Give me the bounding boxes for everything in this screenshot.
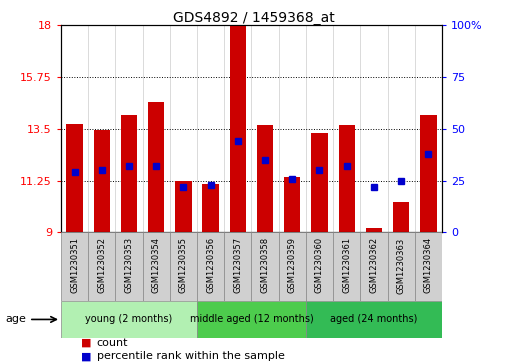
- Text: GSM1230361: GSM1230361: [342, 237, 351, 294]
- Text: GSM1230362: GSM1230362: [369, 237, 378, 294]
- Bar: [393, 203, 409, 232]
- Bar: [61, 232, 88, 301]
- Bar: [388, 232, 415, 301]
- Text: count: count: [97, 338, 128, 348]
- Text: age: age: [5, 314, 26, 325]
- Text: percentile rank within the sample: percentile rank within the sample: [97, 351, 284, 362]
- Bar: [306, 301, 442, 338]
- Bar: [360, 232, 388, 301]
- Text: GSM1230356: GSM1230356: [206, 237, 215, 294]
- Bar: [415, 232, 442, 301]
- Text: GSM1230358: GSM1230358: [261, 237, 270, 294]
- Bar: [143, 232, 170, 301]
- Bar: [88, 232, 115, 301]
- Text: GSM1230352: GSM1230352: [97, 237, 106, 293]
- Bar: [224, 232, 251, 301]
- Text: GSM1230353: GSM1230353: [124, 237, 134, 294]
- Text: GSM1230351: GSM1230351: [70, 237, 79, 293]
- Text: GSM1230363: GSM1230363: [397, 237, 406, 294]
- Text: GDS4892 / 1459368_at: GDS4892 / 1459368_at: [173, 11, 335, 25]
- Text: GSM1230360: GSM1230360: [315, 237, 324, 294]
- Bar: [61, 301, 197, 338]
- Bar: [67, 124, 83, 232]
- Text: ■: ■: [81, 351, 92, 362]
- Text: aged (24 months): aged (24 months): [330, 314, 418, 325]
- Text: GSM1230355: GSM1230355: [179, 237, 188, 293]
- Bar: [93, 130, 110, 232]
- Bar: [203, 184, 219, 232]
- Text: GSM1230354: GSM1230354: [152, 237, 161, 293]
- Text: GSM1230359: GSM1230359: [288, 237, 297, 293]
- Bar: [251, 232, 279, 301]
- Bar: [197, 232, 224, 301]
- Bar: [257, 125, 273, 232]
- Bar: [366, 228, 382, 232]
- Bar: [121, 115, 137, 232]
- Bar: [148, 102, 165, 232]
- Bar: [284, 177, 300, 232]
- Bar: [175, 180, 192, 232]
- Text: GSM1230364: GSM1230364: [424, 237, 433, 294]
- Bar: [230, 25, 246, 232]
- Bar: [115, 232, 143, 301]
- Text: young (2 months): young (2 months): [85, 314, 173, 325]
- Bar: [311, 134, 328, 232]
- Bar: [338, 125, 355, 232]
- Bar: [279, 232, 306, 301]
- Bar: [333, 232, 360, 301]
- Bar: [170, 232, 197, 301]
- Bar: [420, 115, 436, 232]
- Bar: [306, 232, 333, 301]
- Text: ■: ■: [81, 338, 92, 348]
- Bar: [197, 301, 306, 338]
- Text: middle aged (12 months): middle aged (12 months): [189, 314, 313, 325]
- Text: GSM1230357: GSM1230357: [233, 237, 242, 294]
